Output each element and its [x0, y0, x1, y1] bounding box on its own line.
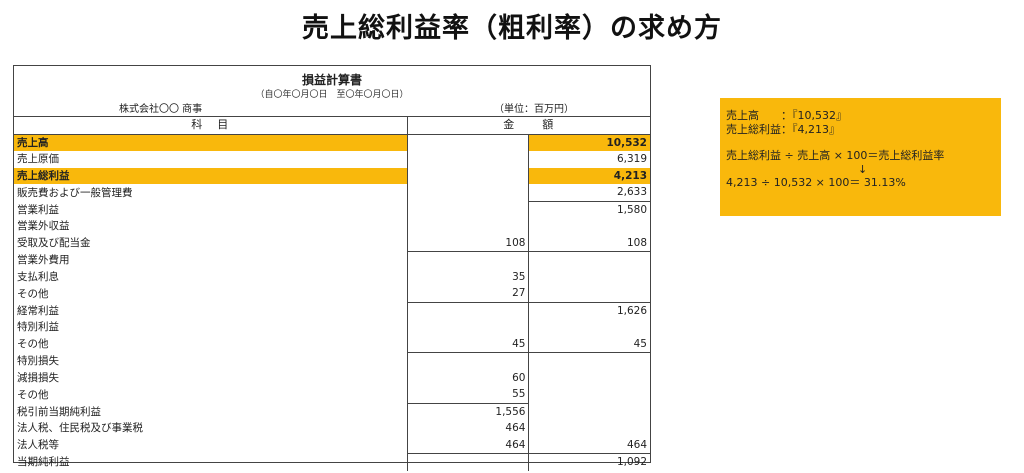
row-label: 販売費および一般管理費	[17, 186, 133, 199]
income-statement: 損益計算書 （自〇年〇月〇日 至〇年〇月〇日） 株式会社〇〇 商事 （単位：百万…	[13, 65, 651, 471]
row-label: 売上総利益	[14, 167, 408, 184]
row-label: 特別損失	[17, 355, 59, 367]
row-amount2: 6,319	[528, 151, 650, 168]
row-label: 経常利益	[17, 304, 59, 317]
row-label: 支払利息	[17, 270, 59, 283]
row-amount2	[528, 420, 650, 437]
row-amount2	[528, 369, 650, 386]
row-label: その他	[17, 287, 49, 300]
row-label: 売上原価	[17, 153, 59, 166]
table-row: 減損損失 60	[14, 369, 650, 386]
calculation-box: 売上高 ：『10,532』 売上総利益：『4,213』 売上総利益 ÷ 売上高 …	[720, 98, 1001, 216]
page-title: 売上総利益率（粗利率）の求め方	[302, 13, 722, 44]
table-row: 売上高 10,532	[14, 134, 650, 151]
row-label: 受取及び配当金	[17, 237, 91, 249]
row-amount1	[407, 319, 529, 336]
row-label: 当期純利益	[17, 456, 70, 468]
table-row: 営業外収益	[14, 218, 650, 235]
calc-gross-profit-line: 売上総利益：『4,213』	[726, 122, 840, 136]
row-amount2	[528, 386, 650, 403]
row-amount1: 464	[407, 420, 529, 437]
row-amount1	[407, 184, 529, 201]
row-amount2: 4,213	[528, 167, 650, 184]
row-amount1	[407, 302, 529, 319]
statement-period: （自〇年〇月〇日 至〇年〇月〇日）	[255, 90, 409, 100]
row-amount1: 60	[407, 369, 529, 386]
row-amount1: 35	[407, 268, 529, 285]
row-amount2	[528, 403, 650, 420]
row-label: 営業利益	[17, 203, 59, 216]
row-amount1	[407, 352, 529, 370]
table-row: 法人税、住民税及び事業税 464	[14, 420, 650, 437]
header-amount: 金 額	[407, 116, 650, 135]
row-amount1: 45	[407, 335, 529, 353]
row-amount2	[528, 218, 650, 235]
header-item: 科 目	[14, 116, 408, 135]
row-amount2	[528, 268, 650, 285]
table-row: 当期純利益 1,092	[14, 453, 650, 471]
row-amount1	[407, 134, 529, 151]
row-amount2: 45	[528, 335, 650, 353]
row-label: 税引前当期純利益	[17, 405, 101, 418]
row-amount2	[528, 319, 650, 336]
table-row: 経常利益 1,626	[14, 302, 650, 319]
statement-table: 科 目 金 額 売上高 10,532 売上原価 6,319 売上総利益 4,21…	[14, 116, 650, 471]
row-amount1: 108	[407, 234, 529, 252]
table-row: 販売費および一般管理費 2,633	[14, 184, 650, 202]
row-label: 営業外費用	[17, 254, 70, 266]
table-row: その他 55	[14, 386, 650, 404]
row-amount2	[528, 251, 650, 269]
row-amount2: 108	[528, 234, 650, 252]
row-label: 営業外収益	[17, 220, 70, 233]
statement-title: 損益計算書	[301, 73, 362, 87]
row-label: その他	[17, 338, 49, 350]
row-amount1	[407, 167, 529, 184]
company-name: 株式会社〇〇 商事	[119, 104, 203, 115]
table-row: 受取及び配当金 108 108	[14, 234, 650, 252]
table-row: 売上総利益 4,213	[14, 167, 650, 184]
calc-spacer	[726, 136, 995, 149]
row-amount1: 1,556	[407, 403, 529, 420]
table-header: 科 目 金 額	[14, 116, 650, 135]
row-amount1: 27	[407, 285, 529, 303]
row-amount2	[528, 285, 650, 303]
calc-result: 4,213 ÷ 10,532 × 100＝ 31.13%	[726, 176, 906, 189]
table-row: 営業外費用	[14, 251, 650, 269]
table-row: 支払利息 35	[14, 268, 650, 285]
row-label: その他	[17, 388, 49, 401]
row-amount1	[407, 151, 529, 168]
row-label: 売上高	[14, 134, 408, 151]
row-label: 減損損失	[17, 371, 59, 384]
row-label: 法人税等	[17, 439, 59, 451]
row-amount2: 1,626	[528, 302, 650, 319]
table-row: 法人税等 464 464	[14, 436, 650, 454]
row-amount1	[407, 453, 529, 471]
row-amount2: 2,633	[528, 184, 650, 202]
row-amount1	[407, 251, 529, 269]
table-row: 売上原価 6,319	[14, 151, 650, 168]
row-amount1	[407, 218, 529, 235]
table-row: 営業利益 1,580	[14, 201, 650, 218]
row-amount2: 1,092	[528, 453, 650, 471]
table-row: 特別損失	[14, 352, 650, 370]
table-row: その他 27	[14, 285, 650, 303]
row-amount2	[528, 352, 650, 370]
row-label: 特別利益	[17, 321, 59, 334]
row-label: 法人税、住民税及び事業税	[17, 422, 143, 435]
table-row: その他 45 45	[14, 335, 650, 353]
row-amount2: 10,532	[528, 134, 650, 151]
calc-sales-line: 売上高 ：『10,532』	[726, 109, 847, 122]
arrow-down-icon: ↓	[858, 162, 868, 176]
row-amount1	[407, 201, 529, 218]
row-amount2: 1,580	[528, 201, 650, 218]
row-amount2: 464	[528, 436, 650, 454]
row-amount1: 55	[407, 386, 529, 404]
row-amount1: 464	[407, 436, 529, 454]
table-row: 税引前当期純利益 1,556	[14, 403, 650, 420]
unit-label: （単位：百万円）	[494, 104, 574, 115]
table-row: 特別利益	[14, 319, 650, 336]
calc-formula: 売上総利益 ÷ 売上高 × 100＝売上総利益率	[726, 149, 945, 162]
